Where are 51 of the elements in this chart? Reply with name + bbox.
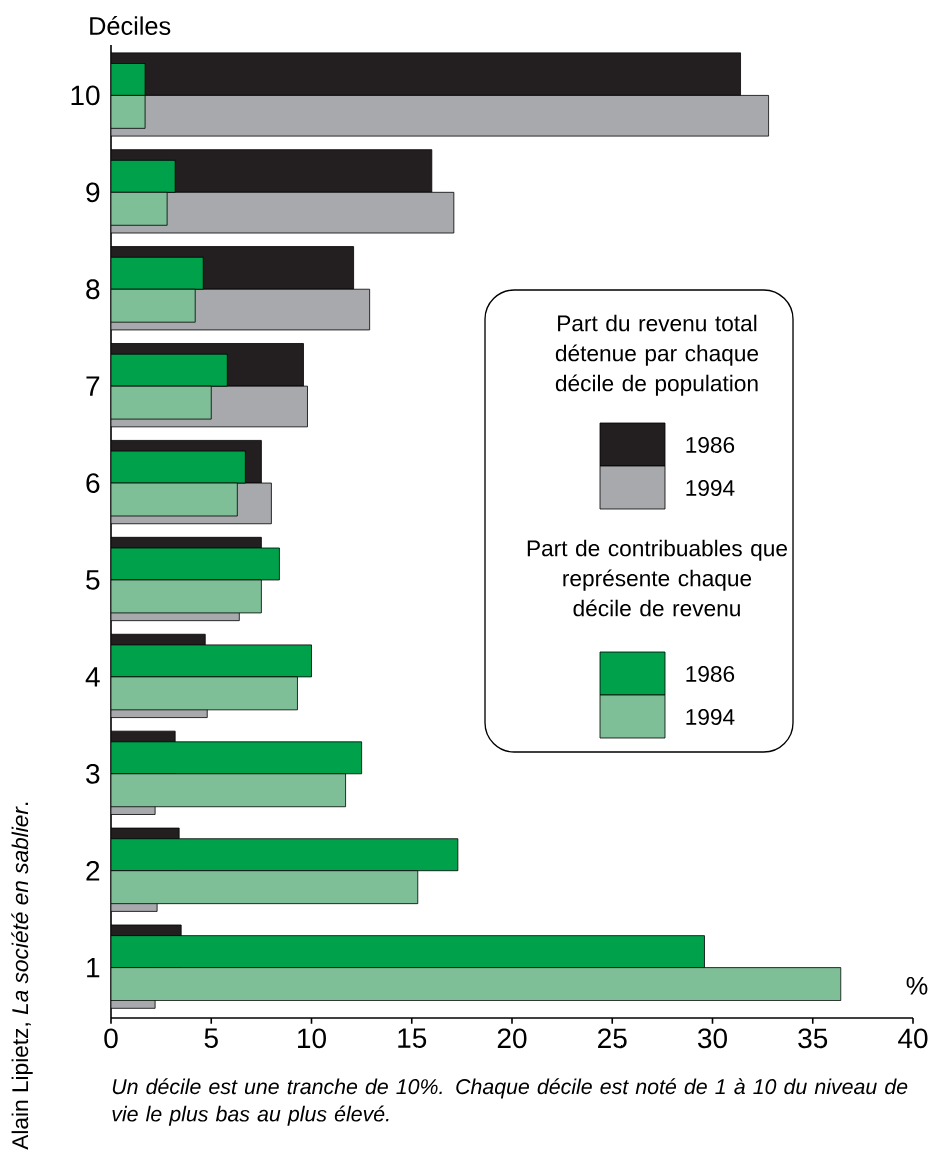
- x-tick-label: 15: [398, 1028, 427, 1048]
- x-tick-label: 30: [697, 1028, 727, 1049]
- text: Alain Lipietz, La société en sablier.: [11, 802, 33, 1150]
- bar: [111, 967, 842, 1001]
- bar: [111, 95, 146, 129]
- bar: [111, 644, 312, 678]
- annotation: Part de contribuables que représente chaque décile de revenu: [527, 539, 787, 617]
- bar: [111, 256, 204, 290]
- bar: [111, 838, 459, 872]
- x-tick-label: 25: [598, 1028, 627, 1049]
- x-tick-label: 0: [104, 1028, 118, 1049]
- y-tick-label: 9: [86, 182, 100, 203]
- bar: [111, 547, 280, 581]
- y-tick-label: 6: [86, 473, 100, 493]
- x-tick-label: 10: [298, 1028, 326, 1049]
- x-tick-label: 35: [798, 1028, 828, 1049]
- bar: [111, 288, 196, 323]
- y-axis-title: Déciles: [90, 16, 171, 35]
- y-tick-label: 1: [87, 957, 100, 978]
- bar: [111, 95, 770, 137]
- legend-label: 1986: [686, 665, 735, 683]
- bar: [111, 773, 346, 808]
- legend-label: 1994: [686, 708, 735, 726]
- bar: [111, 676, 298, 711]
- bar: [111, 870, 419, 905]
- y-tick-label: 5: [86, 570, 100, 590]
- x-tick-label: 40: [898, 1028, 928, 1049]
- bar: [111, 191, 168, 226]
- y-tick-label: 3: [86, 763, 100, 784]
- annotation: Part du revenu total détenue par chaque décile de population: [555, 314, 759, 396]
- bar: [111, 353, 228, 387]
- bar: [111, 159, 176, 193]
- y-tick-label: 8: [86, 279, 100, 300]
- bar: [111, 935, 705, 969]
- text: Un décile est une tranche de 10%. Chaque décile est noté de 1 à 10 du niveau de vie le plus bas au plus élevé.: [112, 1078, 908, 1126]
- bar: [111, 482, 238, 517]
- y-tick-label: 10: [71, 85, 100, 106]
- x-tick-label: 5: [204, 1028, 218, 1048]
- x-tick-label: 20: [497, 1028, 527, 1049]
- bar: [111, 52, 741, 96]
- bar: [111, 385, 212, 420]
- y-tick-label: 4: [85, 667, 100, 687]
- bar: [111, 450, 246, 484]
- bar: [111, 741, 363, 775]
- bar: [111, 63, 146, 96]
- x-axis-title: %: [906, 976, 928, 995]
- legend-label: 1994: [686, 479, 735, 497]
- y-tick-label: 2: [86, 860, 100, 881]
- legend-label: 1986: [686, 436, 735, 454]
- y-tick-label: 7: [86, 376, 100, 396]
- bar: [111, 579, 262, 614]
